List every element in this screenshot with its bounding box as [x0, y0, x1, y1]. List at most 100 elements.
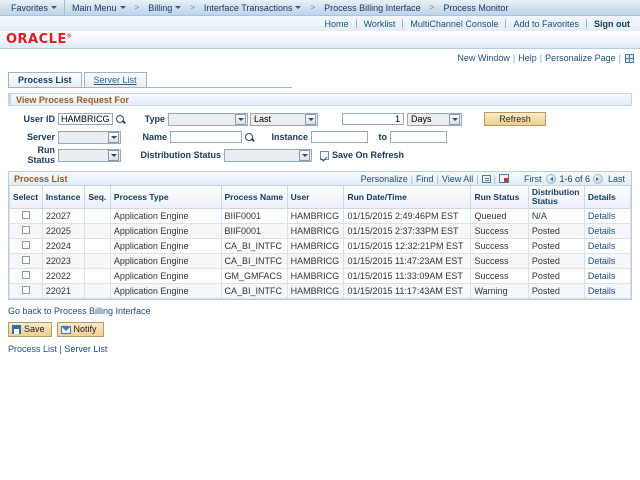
time-range-select[interactable]: Last [250, 112, 318, 126]
spreadsheet-icon[interactable] [498, 174, 509, 183]
save-button[interactable]: Save [8, 322, 52, 337]
row-select-checkbox[interactable] [9, 283, 43, 299]
column-header-run-status[interactable]: Run Status [470, 186, 529, 209]
grid-pager: First 1-6 of 6 Last [522, 173, 627, 184]
instance-to-input[interactable] [390, 131, 447, 143]
footer-server-list-link[interactable]: Server List [64, 344, 108, 354]
link-home[interactable]: Home [324, 18, 349, 29]
table-row: 22025 Application Engine BIIF0001 HAMBRICG 0… [9, 223, 632, 239]
link-multichannel-console[interactable]: MultiChannel Console [410, 18, 499, 29]
column-header-user[interactable]: User [286, 186, 345, 209]
save-on-refresh-checkbox[interactable] [320, 150, 329, 160]
pager-last-link[interactable]: Last [607, 173, 625, 184]
run-status-select[interactable] [58, 148, 121, 162]
row-checkbox[interactable] [21, 286, 30, 294]
details-link[interactable]: Details [587, 226, 616, 236]
download-icon[interactable] [481, 174, 491, 183]
type-select[interactable] [168, 112, 248, 126]
go-back-link[interactable]: Go back to Process Billing Interface [8, 306, 151, 316]
row-checkbox[interactable] [21, 256, 30, 264]
tab-process-list[interactable]: Process List [8, 72, 82, 87]
save-on-refresh-group[interactable]: Save On Refresh [320, 150, 404, 160]
distribution-status-select[interactable] [224, 148, 312, 162]
details-link[interactable]: Details [587, 211, 616, 221]
row-select-checkbox[interactable] [9, 238, 43, 254]
column-header-process-type[interactable]: Process Type [109, 186, 222, 209]
row-select-checkbox[interactable] [9, 223, 43, 239]
page-layout-icon[interactable] [625, 53, 634, 63]
server-select[interactable] [58, 130, 121, 144]
cell-details[interactable]: Details [583, 208, 632, 224]
cell-details[interactable]: Details [583, 223, 632, 239]
name-lookup-icon[interactable] [244, 132, 255, 143]
time-count-input[interactable]: 1 [342, 113, 404, 125]
cell-seq [84, 223, 111, 239]
column-header-run-datetime[interactable]: Run Date/Time [343, 186, 472, 209]
column-header-details[interactable]: Details [583, 186, 632, 209]
chevron-down-icon [175, 6, 182, 9]
breadcrumb-billing[interactable]: Billing [143, 0, 186, 15]
row-checkbox[interactable] [21, 211, 30, 219]
details-link[interactable]: Details [587, 271, 616, 281]
table-row: 22021 Application Engine CA_BI_INTFC HAMBRI… [9, 283, 632, 299]
help-link[interactable]: Help [518, 53, 537, 63]
oracle-branding-band: ORACLE® [0, 31, 640, 49]
cell-seq [84, 208, 111, 224]
user-id-lookup-icon[interactable] [115, 114, 126, 125]
column-header-select[interactable]: Select [9, 186, 43, 209]
cell-run-datetime: 01/15/2015 11:47:23AM EST [343, 253, 472, 269]
cell-distribution-status: Posted [527, 238, 585, 254]
link-worklist[interactable]: Worklist [363, 18, 396, 29]
row-checkbox[interactable] [21, 241, 30, 249]
breadcrumb-interface-transactions[interactable]: Interface Transactions [199, 0, 307, 15]
cell-seq [84, 283, 111, 299]
row-checkbox[interactable] [21, 271, 30, 279]
tab-server-list[interactable]: Server List [83, 72, 147, 87]
chevron-down-icon [108, 131, 119, 143]
row-checkbox[interactable] [21, 226, 30, 234]
instance-from-input[interactable] [311, 131, 368, 143]
column-header-process-name[interactable]: Process Name [220, 186, 288, 209]
nav-favorites[interactable]: Favorites [6, 0, 62, 15]
save-button-label: Save [24, 324, 45, 334]
top-navigation-bar: Favorites Main Menu > Billing > Interfac… [0, 0, 640, 16]
row-select-checkbox[interactable] [9, 253, 43, 269]
column-header-distribution-status[interactable]: Distribution Status [527, 186, 585, 209]
user-id-input[interactable]: HAMBRICG [58, 113, 113, 125]
new-window-link[interactable]: New Window [457, 53, 510, 63]
row-select-checkbox[interactable] [9, 268, 43, 284]
time-unit-select[interactable]: Days [407, 112, 462, 126]
link-sign-out[interactable]: Sign out [594, 18, 630, 29]
breadcrumb-process-billing-interface[interactable]: Process Billing Interface [319, 0, 426, 15]
chevron-down-icon [108, 149, 119, 161]
column-header-seq[interactable]: Seq. [84, 186, 111, 209]
pager-previous-icon[interactable] [546, 173, 557, 184]
details-link[interactable]: Details [587, 241, 616, 251]
nav-main-menu[interactable]: Main Menu [67, 0, 131, 15]
details-link[interactable]: Details [587, 256, 616, 266]
name-label: Name [142, 132, 167, 142]
notify-button-label: Notify [73, 324, 97, 334]
notify-button[interactable]: Notify [56, 322, 104, 337]
breadcrumb-process-monitor[interactable]: Process Monitor [438, 0, 513, 15]
action-button-row: Save Notify [8, 322, 640, 337]
footer-process-list-link[interactable]: Process List [8, 344, 58, 354]
personalize-link[interactable]: Personalize [360, 173, 408, 184]
cell-details[interactable]: Details [583, 253, 632, 269]
row-select-checkbox[interactable] [9, 208, 43, 224]
cell-details[interactable]: Details [583, 238, 632, 254]
find-link[interactable]: Find [416, 173, 434, 184]
save-on-refresh-label: Save On Refresh [332, 150, 405, 160]
refresh-button[interactable]: Refresh [484, 112, 546, 126]
personalize-page-link[interactable]: Personalize Page [545, 53, 616, 63]
pager-next-icon[interactable] [592, 173, 603, 184]
pager-first-link[interactable]: First [523, 173, 542, 184]
cell-process-type: Application Engine [109, 238, 222, 254]
name-input[interactable] [170, 131, 242, 143]
link-add-to-favorites[interactable]: Add to Favorites [513, 18, 579, 29]
column-header-instance[interactable]: Instance [41, 186, 86, 209]
details-link[interactable]: Details [587, 286, 616, 296]
cell-details[interactable]: Details [583, 268, 632, 284]
view-all-link[interactable]: View All [441, 173, 474, 184]
cell-details[interactable]: Details [583, 283, 632, 299]
